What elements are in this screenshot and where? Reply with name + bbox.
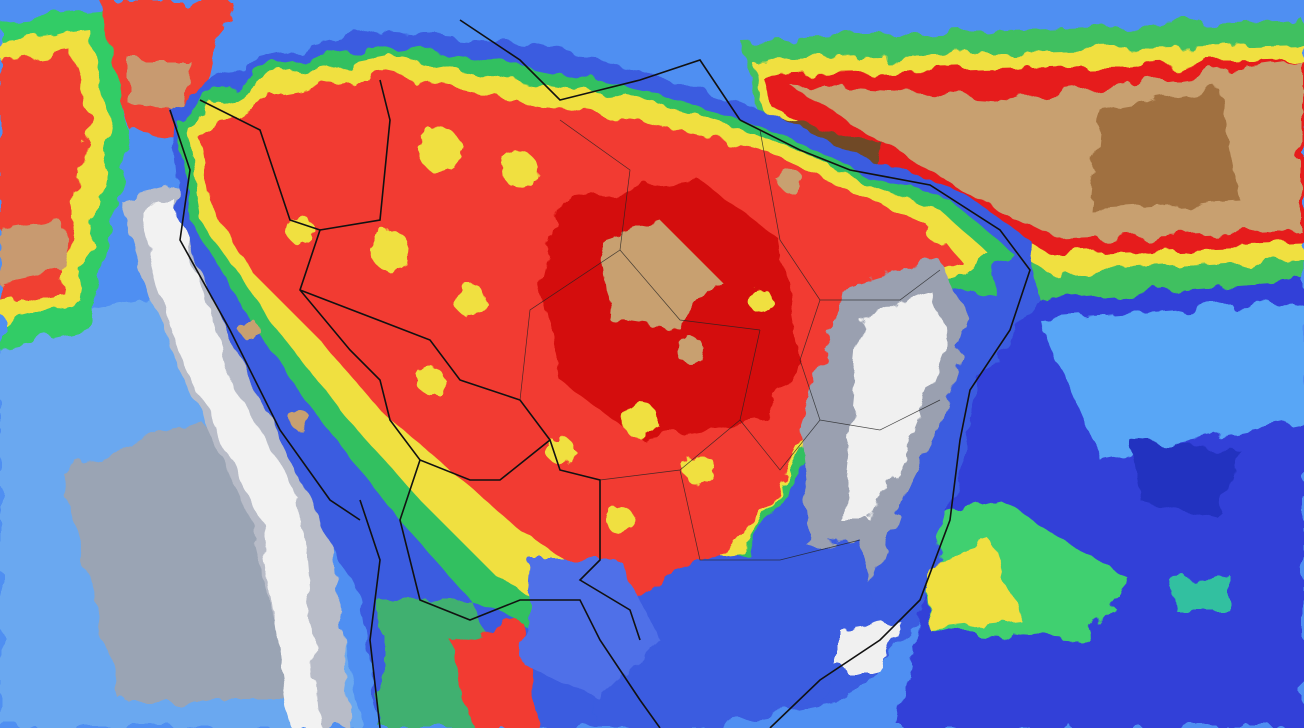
borders [169, 19, 1031, 728]
rain-cells [240, 128, 954, 534]
state-borders [519, 119, 941, 561]
continent-fields [170, 30, 1040, 728]
